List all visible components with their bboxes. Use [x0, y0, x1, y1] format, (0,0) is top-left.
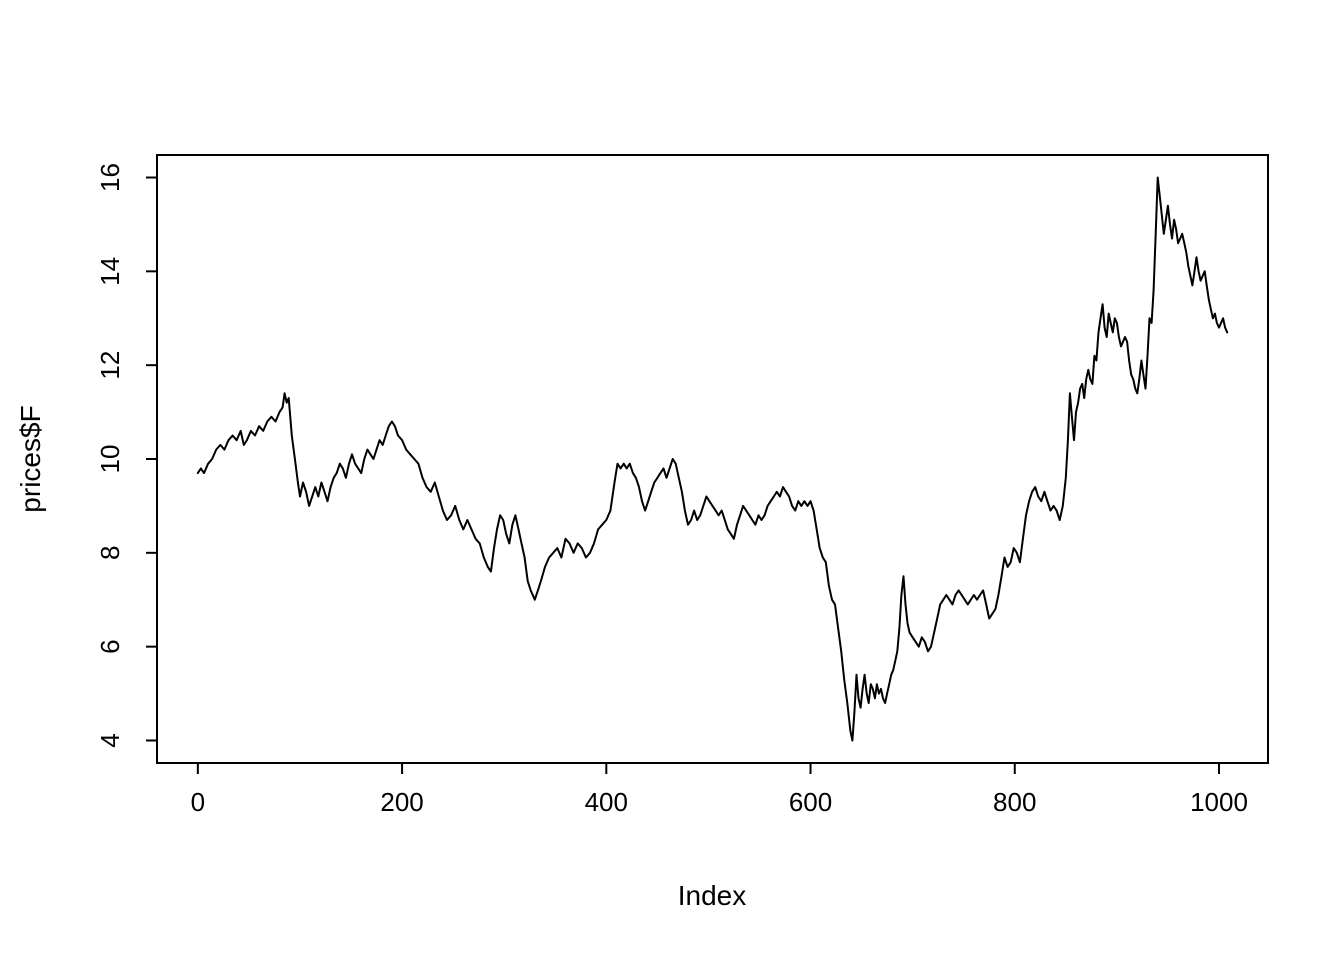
plot-border [156, 154, 1269, 764]
series-group [196, 176, 1229, 742]
series-line [196, 176, 1229, 742]
y-tick-label: 12 [95, 351, 125, 380]
y-tick-label: 16 [95, 163, 125, 192]
y-tick-label: 8 [95, 546, 125, 560]
y-tick-label: 14 [95, 257, 125, 286]
y-tick-label: 6 [95, 639, 125, 653]
y-axis: 4 6 8 10 12 14 16 [95, 163, 157, 748]
x-axis: 0 200 400 600 800 1000 [191, 763, 1248, 817]
y-tick-label: 4 [95, 733, 125, 747]
x-tick-label: 0 [191, 787, 205, 817]
x-tick-label: 400 [585, 787, 628, 817]
x-axis-title: Index [678, 880, 747, 911]
y-axis-title: prices$F [15, 405, 46, 512]
x-tick-label: 800 [993, 787, 1036, 817]
x-tick-label: 200 [380, 787, 423, 817]
y-tick-label: 10 [95, 445, 125, 474]
x-tick-label: 1000 [1190, 787, 1248, 817]
x-tick-label: 600 [789, 787, 832, 817]
